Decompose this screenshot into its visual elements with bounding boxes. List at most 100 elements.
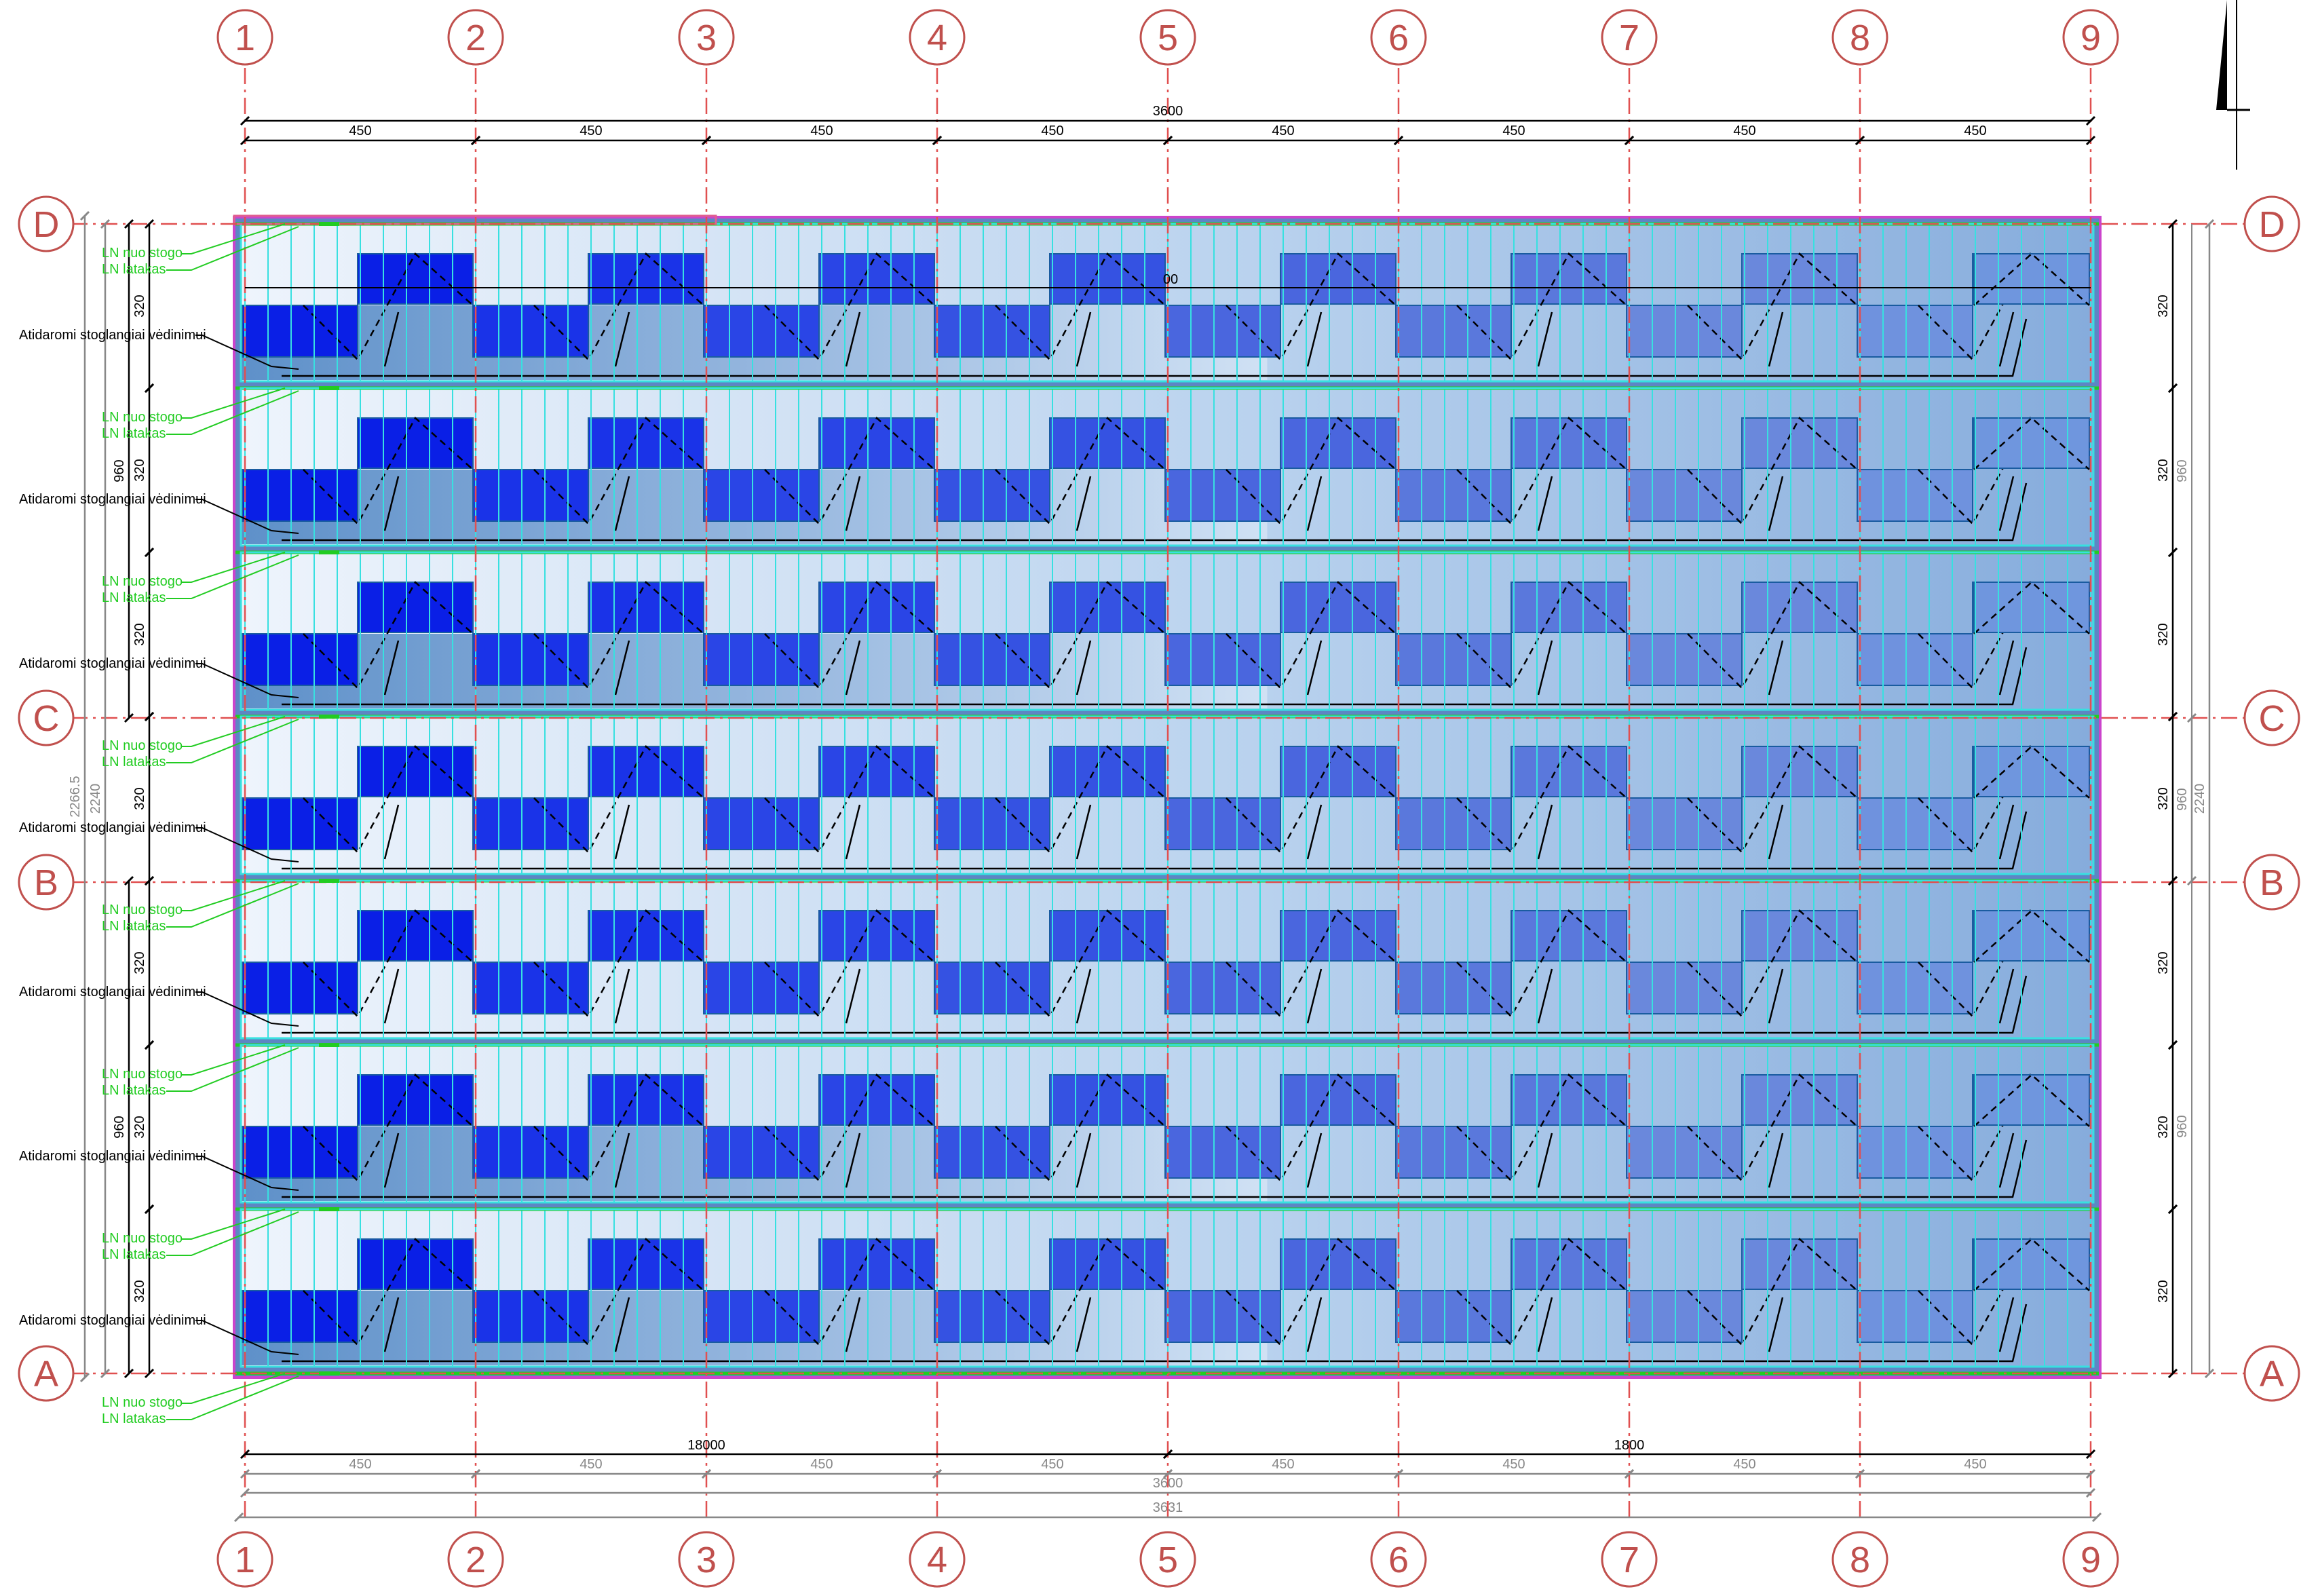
ridge-line — [1456, 1238, 1627, 1347]
dimension-tick — [2167, 1204, 2178, 1215]
dimension-tick — [2085, 1487, 2096, 1498]
skylight-panel — [1280, 253, 1396, 305]
dimension-tick — [1162, 135, 1173, 146]
grid-bubble — [447, 9, 504, 66]
slope-mark — [614, 476, 630, 531]
gutter-label: LN latakas — [102, 1247, 166, 1262]
leader-line — [166, 226, 299, 271]
grid-bubble — [18, 195, 75, 252]
skylight-panel — [1395, 797, 1512, 850]
grid-bubble — [909, 9, 966, 66]
skylight-panel — [1049, 253, 1166, 305]
ridge-line — [1226, 745, 1396, 854]
skylight-panel — [703, 1126, 820, 1179]
skylight-panel — [934, 1290, 1050, 1343]
skylight-panel — [1857, 1126, 1973, 1179]
skylight-panel — [242, 305, 358, 358]
skylight-panel — [1164, 797, 1281, 850]
skylight-panel — [1395, 1126, 1512, 1179]
ridge-line — [1973, 417, 2090, 470]
ridge-line — [995, 745, 1166, 854]
slope-mark — [614, 1133, 630, 1188]
dimension-tick — [701, 1468, 712, 1479]
ridge-line — [1973, 1074, 2090, 1127]
skylight-note: Atidaromi stoglangiai vėdinimui — [19, 820, 206, 835]
dimension-tick — [1855, 1468, 1865, 1479]
skylight-panel — [934, 797, 1050, 850]
skylight-panel — [472, 1126, 589, 1179]
leader-line — [182, 1373, 286, 1404]
dimension-tick — [100, 1368, 111, 1379]
skylight-panel — [934, 633, 1050, 686]
dimension-text: 960 — [112, 459, 127, 482]
skylight-panel — [1741, 582, 1858, 633]
dimension-tick — [100, 218, 111, 229]
dimension-tick — [240, 135, 250, 146]
dimension-text: 18000 — [687, 1438, 725, 1453]
dimension-text: 320 — [2156, 1280, 2171, 1302]
dimension-tick — [144, 711, 155, 722]
skylight-panel — [1395, 1290, 1512, 1343]
grid-bubble — [18, 854, 75, 911]
skylight-panel — [357, 417, 474, 469]
dimension-tick — [2091, 1512, 2102, 1523]
grid-bubble-label: 7 — [1619, 18, 1639, 58]
skylight-panel — [818, 1238, 935, 1290]
skylight-panel — [934, 305, 1050, 358]
grid-bubble — [2243, 854, 2300, 911]
slope-mark — [845, 476, 861, 531]
dimension-text: 320 — [2156, 623, 2171, 645]
roof-drain-label: LN nuo stogo — [102, 410, 183, 425]
dimension-tick — [701, 135, 712, 146]
slope-mark — [1306, 804, 1323, 860]
slope-mark — [1076, 1133, 1092, 1188]
skylight-panel — [934, 1126, 1050, 1179]
slope-mark — [1306, 1133, 1323, 1188]
grid-bubble — [1601, 1531, 1658, 1588]
grid-bubble-label: C — [2259, 698, 2285, 739]
leader-line — [195, 663, 299, 698]
leader-line — [182, 880, 286, 911]
grid-bubble — [2243, 195, 2300, 252]
ridge-line — [303, 745, 474, 854]
ridge-line — [1456, 745, 1627, 854]
gutter-label: LN latakas — [102, 1083, 166, 1098]
dimension-text: 00 — [1163, 272, 1178, 287]
skylight-panel — [1973, 910, 2090, 962]
skylight-panel — [1049, 1238, 1166, 1290]
roof-drain-label: LN nuo stogo — [102, 1395, 183, 1410]
leader-line — [166, 1375, 299, 1420]
ridge-line — [995, 252, 1166, 362]
grid-bubble-label: 5 — [1158, 1540, 1178, 1580]
skylight-panel — [588, 1238, 704, 1290]
skylight-panel — [1395, 962, 1512, 1014]
skylight-panel — [1741, 253, 1858, 305]
skylight-panel — [934, 962, 1050, 1014]
dimension-tick — [1393, 135, 1404, 146]
dimension-tick — [2167, 875, 2178, 886]
roof-drain-label: LN nuo stogo — [102, 574, 183, 589]
dimension-text: 320 — [132, 1116, 147, 1138]
slope-mark — [1768, 1133, 1784, 1188]
ridge-line — [995, 417, 1166, 526]
skylight-panel — [1741, 910, 1858, 962]
grid-bubble — [216, 9, 273, 66]
grid-bubble — [909, 1531, 966, 1588]
dimension-tick — [1855, 135, 1865, 146]
dimension-text: 450 — [1733, 1457, 1755, 1472]
dimension-tick — [1624, 1468, 1635, 1479]
grid-bubble-label: 3 — [696, 1540, 717, 1580]
dimension-tick — [470, 135, 481, 146]
grid-bubble-label: 1 — [235, 18, 255, 58]
skylight-panel — [1857, 469, 1973, 522]
skylight-panel — [242, 797, 358, 850]
grid-bubble-label: 8 — [1850, 18, 1870, 58]
ridge-line — [1973, 909, 2090, 963]
slope-mark — [1076, 476, 1092, 531]
ridge-line — [1226, 252, 1396, 362]
skylight-panel — [1280, 910, 1396, 962]
dimension-text: 450 — [580, 124, 602, 138]
grid-bubble-label: 9 — [2080, 18, 2101, 58]
skylight-panel — [1510, 253, 1627, 305]
leader-line — [166, 390, 299, 435]
